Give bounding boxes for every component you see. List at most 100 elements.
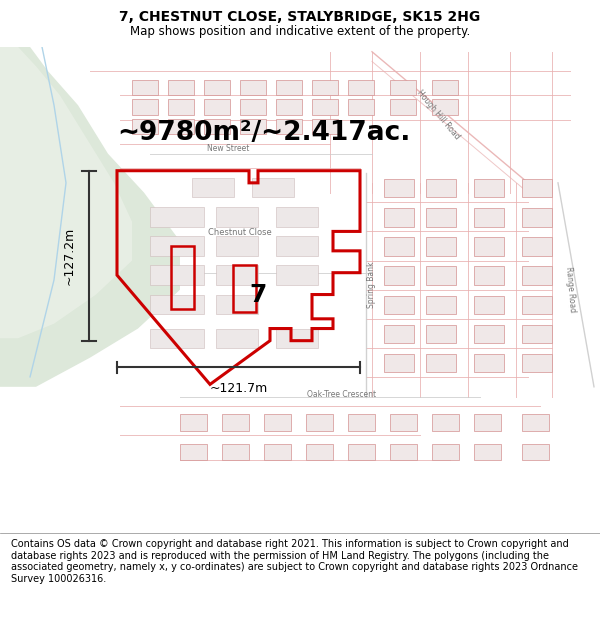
Bar	[216, 236, 258, 256]
Bar	[240, 80, 266, 96]
Bar	[348, 80, 374, 96]
Text: Range Road: Range Road	[563, 266, 577, 313]
Bar	[432, 444, 459, 459]
Bar	[180, 444, 207, 459]
Bar	[252, 178, 294, 198]
Text: 7, CHESTNUT CLOSE, STALYBRIDGE, SK15 2HG: 7, CHESTNUT CLOSE, STALYBRIDGE, SK15 2HG	[119, 10, 481, 24]
Bar	[390, 414, 417, 431]
Bar	[204, 80, 230, 96]
Bar	[522, 324, 552, 343]
Bar	[264, 444, 291, 459]
Bar	[222, 414, 249, 431]
Bar	[150, 294, 204, 314]
Bar	[276, 80, 302, 96]
Bar	[306, 444, 333, 459]
Bar	[168, 99, 194, 115]
Bar	[522, 208, 552, 226]
Bar	[474, 444, 501, 459]
Bar	[150, 207, 204, 226]
Bar	[474, 179, 504, 198]
Bar	[474, 414, 501, 431]
Bar	[474, 266, 504, 285]
Bar	[348, 444, 375, 459]
Bar	[474, 324, 504, 343]
Bar	[276, 266, 318, 285]
Bar	[233, 266, 256, 311]
Bar	[384, 179, 414, 198]
Bar	[264, 414, 291, 431]
Text: Oak-Tree Crescent: Oak-Tree Crescent	[307, 389, 377, 399]
Bar	[474, 238, 504, 256]
Text: ~121.7m: ~121.7m	[209, 382, 268, 395]
Bar	[426, 354, 456, 372]
Text: New Street: New Street	[207, 144, 249, 153]
Bar	[204, 119, 230, 134]
Polygon shape	[0, 47, 180, 387]
Bar	[348, 414, 375, 431]
Bar	[384, 208, 414, 226]
Text: Hough Hill Road: Hough Hill Road	[415, 88, 461, 141]
Bar	[390, 444, 417, 459]
Bar	[426, 324, 456, 343]
Bar	[390, 99, 416, 115]
Text: Spring Bank: Spring Bank	[367, 262, 377, 308]
Bar	[306, 414, 333, 431]
Bar	[180, 414, 207, 431]
Bar	[150, 329, 204, 348]
Bar	[474, 354, 504, 372]
Bar	[276, 329, 318, 348]
Polygon shape	[0, 47, 132, 338]
Bar	[222, 444, 249, 459]
Bar	[168, 80, 194, 96]
Bar	[474, 296, 504, 314]
Text: ~127.2m: ~127.2m	[62, 227, 76, 285]
Bar	[276, 99, 302, 115]
Bar	[192, 178, 234, 198]
Bar	[171, 246, 194, 309]
Bar	[432, 80, 458, 96]
Bar	[312, 99, 338, 115]
Bar	[216, 266, 258, 285]
Text: Map shows position and indicative extent of the property.: Map shows position and indicative extent…	[130, 24, 470, 38]
Bar	[132, 80, 158, 96]
Text: ~9780m²/~2.417ac.: ~9780m²/~2.417ac.	[117, 120, 410, 146]
Bar	[204, 99, 230, 115]
Text: 7: 7	[250, 282, 266, 306]
Bar	[426, 296, 456, 314]
Bar	[216, 329, 258, 348]
Bar	[384, 238, 414, 256]
Bar	[432, 414, 459, 431]
Bar	[390, 80, 416, 96]
Bar	[240, 99, 266, 115]
Bar	[474, 208, 504, 226]
Text: Contains OS data © Crown copyright and database right 2021. This information is : Contains OS data © Crown copyright and d…	[11, 539, 578, 584]
Bar	[384, 266, 414, 285]
Bar	[522, 238, 552, 256]
Bar	[522, 414, 549, 431]
Bar	[276, 119, 302, 134]
Bar	[522, 354, 552, 372]
Bar	[432, 99, 458, 115]
Bar	[150, 266, 204, 285]
Bar	[276, 207, 318, 226]
Bar	[240, 119, 266, 134]
Bar	[168, 119, 194, 134]
Bar	[384, 296, 414, 314]
Bar	[384, 324, 414, 343]
Bar	[426, 208, 456, 226]
Bar	[426, 179, 456, 198]
Bar	[132, 119, 158, 134]
Bar	[522, 179, 552, 198]
Bar	[216, 294, 258, 314]
Bar	[522, 296, 552, 314]
Bar	[132, 99, 158, 115]
Bar	[150, 236, 204, 256]
Bar	[426, 238, 456, 256]
Text: Chestnut Close: Chestnut Close	[208, 228, 272, 237]
Bar	[384, 354, 414, 372]
Bar	[348, 99, 374, 115]
Bar	[522, 266, 552, 285]
Bar	[312, 119, 338, 134]
Bar	[312, 80, 338, 96]
Bar	[426, 266, 456, 285]
